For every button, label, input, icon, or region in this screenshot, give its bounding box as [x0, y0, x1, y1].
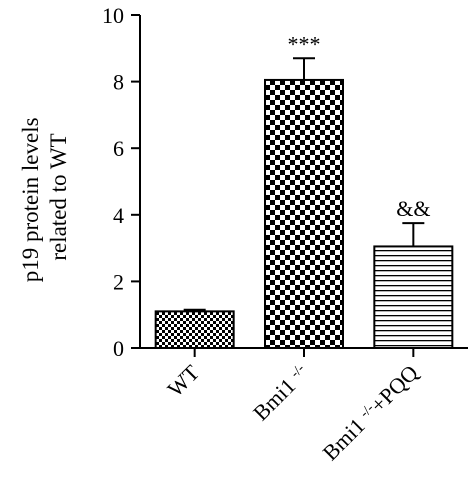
y-axis-title-line-2: related to WT [46, 133, 71, 260]
y-tick-label: 0 [113, 336, 124, 361]
y-axis-title: p19 protein levels related to WT [18, 112, 71, 283]
x-tick-label: Bmi1 -/-+PQQ [317, 360, 422, 465]
bar [154, 310, 235, 349]
bars: *** && [154, 31, 454, 349]
significance-label: && [396, 196, 430, 221]
x-tick-label: Bmi1 -/- [248, 360, 314, 426]
y-tick-label: 6 [113, 136, 124, 161]
bar [264, 78, 344, 349]
x-tick-label: WT [162, 359, 204, 401]
y-tick-label: 4 [113, 203, 124, 228]
x-ticks: WT Bmi1 -/-Bmi1 -/-+PQQ [162, 348, 423, 465]
y-tick-label: 10 [102, 3, 124, 28]
y-ticks: 0 2 4 6 8 10 [102, 3, 140, 361]
y-tick-label: 2 [113, 269, 124, 294]
significance-label: *** [288, 31, 321, 56]
y-tick-label: 8 [113, 70, 124, 95]
y-axis-title-line-1: p19 protein levels [18, 117, 43, 282]
bar [373, 245, 454, 349]
